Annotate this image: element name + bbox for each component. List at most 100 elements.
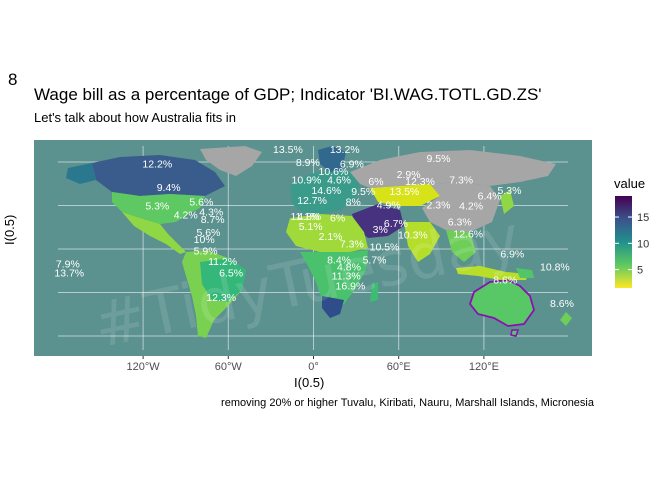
value-labels: 12.2%13.5% 13.2%9.5%8.9% 6.9%10.6% 2.9% 7.3%… (54, 144, 574, 310)
india-shape (404, 222, 440, 262)
legend-tick-label: 10 (637, 238, 649, 250)
country-value-label: 2.3% (426, 199, 450, 211)
middle-east-shape (352, 204, 404, 238)
countries-layer (66, 146, 572, 338)
country-value-label: 13.2% (330, 144, 360, 156)
country-value-label: 12.3% (405, 176, 435, 188)
country-value-label: 16.9% (336, 280, 366, 292)
madagascar-shape (370, 282, 378, 302)
country-value-label: 4.9% (377, 199, 401, 211)
country-value-label: 6% (368, 176, 383, 188)
x-tick-label: 60°W (215, 361, 243, 373)
country-value-label: 7.3% (340, 238, 364, 250)
country-value-label: 8.6% (550, 298, 574, 310)
country-value-label: 5.6% (196, 227, 220, 239)
country-value-label: 9.4% (157, 182, 181, 194)
country-value-label: 4.2% (174, 209, 198, 221)
country-value-label: 6.9% (500, 249, 524, 261)
alaska-shape (66, 163, 96, 184)
country-value-label: 2.1% (319, 231, 343, 243)
country-value-label: 13.5% (389, 186, 419, 198)
australia-shape (468, 279, 535, 327)
legend-title: value (614, 176, 646, 191)
figure-tag: 8 (8, 70, 18, 89)
country-value-label: 10.9% (292, 175, 322, 187)
country-value-label: 9.5% (351, 186, 375, 198)
central-asia-shape (370, 184, 440, 206)
north-africa-shape (286, 214, 368, 252)
country-value-label: 5.7% (363, 254, 387, 266)
legend-tick-label: 5 (637, 265, 643, 277)
legend-ticks: 15 10 5 (615, 212, 649, 277)
country-value-label: 11.2% (208, 256, 237, 268)
country-value-label: 12.3% (206, 292, 236, 304)
country-value-label: 7.9% (56, 259, 80, 271)
legend-colorbar: 15 10 5 (615, 196, 649, 288)
x-axis-ticks: 120°W 60°W 0° 60°E 120°E (127, 356, 499, 373)
country-value-label: 6.4% (478, 191, 502, 203)
country-value-label: 10.8% (540, 262, 570, 274)
country-value-label: 11.3% (332, 270, 361, 282)
country-value-label: 6.7% (384, 218, 408, 230)
country-value-label: 9.5% (426, 153, 450, 165)
europe-shape (290, 170, 360, 214)
country-value-label: 8.6% (493, 275, 517, 287)
country-value-label: 13.7% (54, 267, 84, 279)
country-value-label: 8% (346, 196, 361, 208)
country-value-label: 8.7% (201, 214, 225, 226)
x-tick-label: 120°E (469, 361, 499, 373)
country-value-label: 4.8% (337, 262, 361, 274)
legend-tick-label: 15 (637, 212, 649, 224)
x-tick-label: 120°W (127, 361, 161, 373)
country-value-label: 12.6% (453, 228, 483, 240)
country-value-label: 11.1% (290, 211, 319, 223)
country-value-label: 4.8% (297, 211, 321, 223)
country-value-label: 12.7% (297, 195, 327, 207)
central-africa-shape (300, 250, 368, 312)
russia-shape (350, 150, 556, 188)
chart-title: Wage bill as a percentage of GDP; Indica… (34, 85, 542, 104)
country-value-label: 5.1% (299, 221, 323, 233)
country-value-label: 5.3% (497, 185, 521, 197)
x-tick-label: 60°E (387, 361, 411, 373)
country-value-label: 10.5% (370, 241, 400, 253)
brazil-shape (200, 258, 246, 302)
country-value-label: 14.6% (311, 185, 341, 197)
png-shape (516, 268, 534, 278)
indonesia-shape (456, 266, 528, 280)
country-value-label: 6.9% (340, 159, 364, 171)
country-value-label: 10.6% (318, 166, 348, 178)
x-axis-label: I(0.5) (294, 375, 325, 390)
southern-africa-shape (322, 296, 344, 318)
x-tick-label: 0° (308, 361, 319, 373)
country-value-label: 4.6% (327, 175, 351, 187)
country-value-label: 10.3% (398, 230, 428, 242)
new-zealand-shape (560, 312, 572, 326)
country-value-label: 6% (330, 212, 345, 224)
usa-shape (112, 192, 205, 224)
chart-subtitle: Let's talk about how Australia fits in (34, 110, 236, 125)
country-value-label: 4.3% (199, 207, 223, 219)
country-value-label: 13.5% (273, 144, 303, 156)
country-value-label: 10% (194, 234, 215, 246)
legend-gradient (615, 196, 632, 288)
country-value-label: 8.4% (327, 254, 351, 266)
y-axis-label: I(0.5) (2, 214, 17, 245)
country-value-label: 6.5% (219, 267, 243, 279)
mexico-shape (122, 212, 186, 254)
country-value-label: 5.6% (189, 196, 213, 208)
country-value-label: 3% (373, 224, 388, 236)
country-value-label: 5.3% (145, 201, 169, 213)
tasmania-shape (510, 329, 520, 337)
japan-shape (500, 190, 514, 214)
country-value-label: 2.9% (397, 169, 421, 181)
country-value-label: 8.9% (296, 157, 320, 169)
country-value-label: 6.3% (448, 217, 472, 229)
china-shape (422, 182, 500, 232)
scandinavia-shape (318, 146, 346, 172)
greenland-shape (200, 146, 262, 176)
country-value-label: 12.2% (142, 159, 172, 171)
canada-shape (92, 155, 225, 196)
country-value-label: 7.3% (449, 175, 473, 187)
